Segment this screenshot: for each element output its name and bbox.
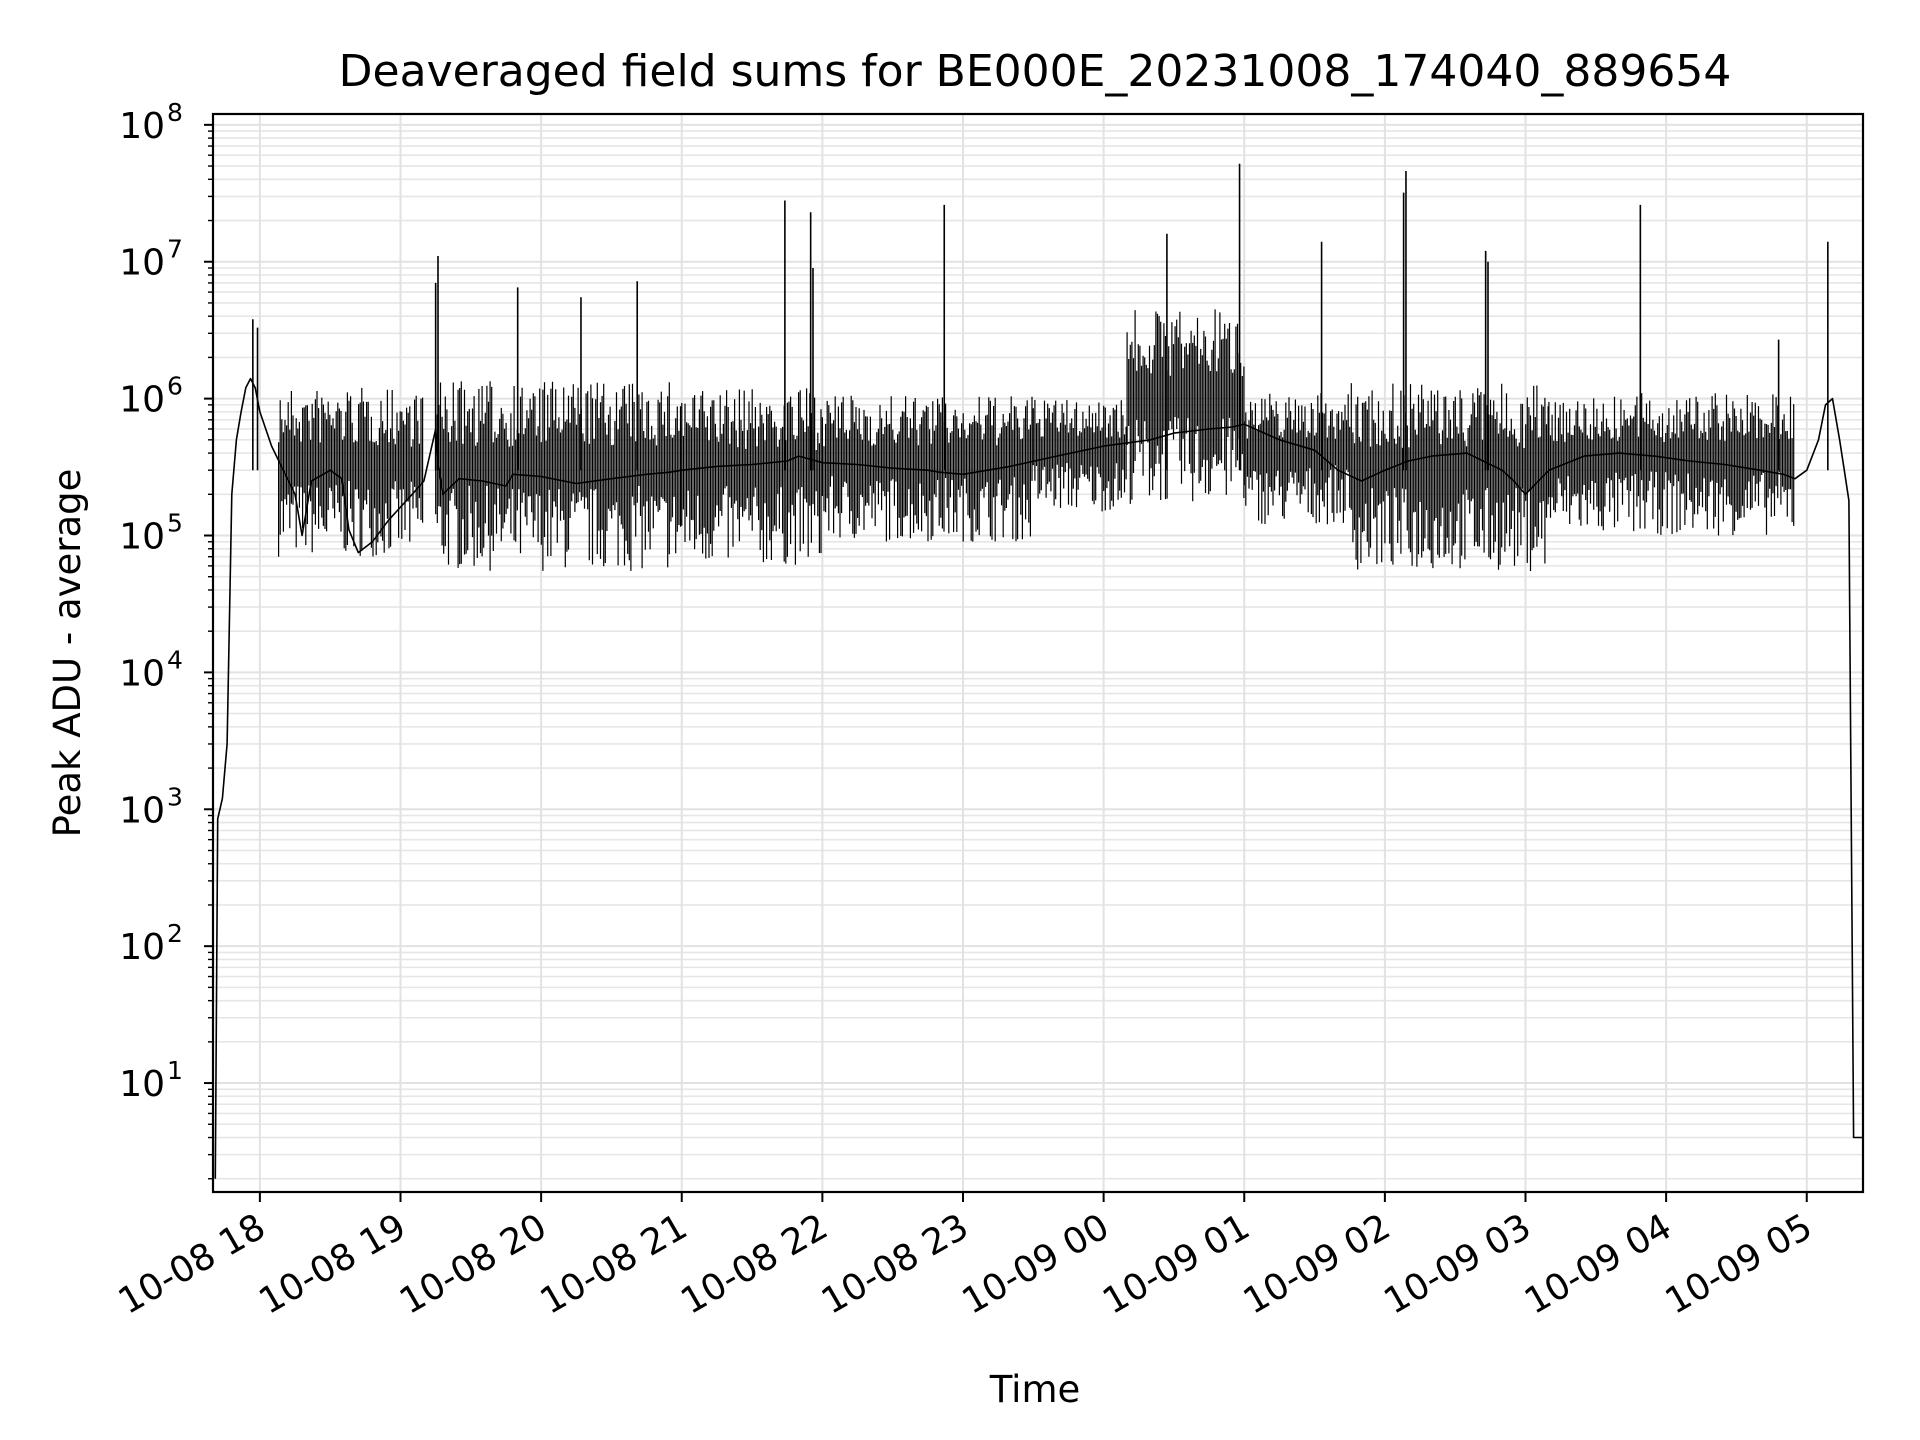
plot-frame: [211, 112, 1865, 1194]
data-layer: [214, 163, 1863, 1179]
y-tick-exponent: 8: [167, 98, 183, 127]
y-tick-label: 10: [119, 653, 165, 694]
y-tick-label: 10: [119, 243, 165, 284]
y-tick-label: 10: [119, 517, 165, 558]
x-axis-label: Time: [989, 1368, 1081, 1411]
y-tick-exponent: 6: [167, 372, 183, 401]
y-tick-exponent: 3: [167, 782, 183, 811]
y-tick-label: 10: [119, 106, 165, 147]
y-tick-exponent: 2: [167, 919, 183, 948]
y-tick-label: 10: [119, 1064, 165, 1105]
y-tick-label: 10: [119, 927, 165, 968]
y-tick-exponent: 1: [167, 1056, 183, 1085]
data-series-line: [214, 377, 1863, 1179]
y-axis-label: Peak ADU - average: [46, 469, 89, 838]
y-tick-label: 10: [119, 790, 165, 831]
y-tick-exponent: 7: [167, 235, 183, 264]
y-tick-label: 10: [119, 380, 165, 421]
chart-title: Deaveraged field sums for BE000E_2023100…: [339, 46, 1732, 97]
y-tick-exponent: 4: [167, 645, 183, 674]
y-tick-exponent: 5: [167, 509, 183, 538]
grid-layer: [213, 114, 1863, 1192]
